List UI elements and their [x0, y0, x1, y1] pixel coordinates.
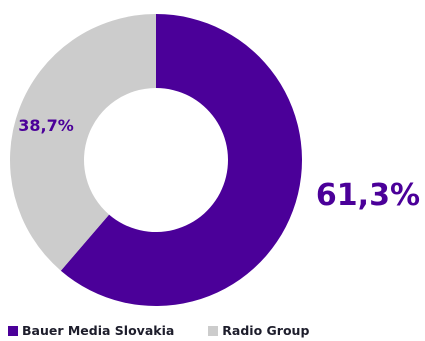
slice-label-bauer-media-slovakia: 61,3% [316, 178, 420, 213]
legend-item-bauer-media-slovakia: Bauer Media Slovakia [8, 323, 174, 338]
legend-item-radio-group: Radio Group [208, 323, 309, 338]
legend-swatch-radio-group [208, 325, 219, 336]
slice-radio-group [10, 14, 157, 271]
legend-label-radio-group: Radio Group [222, 323, 310, 338]
legend-swatch-bauer-media-slovakia [8, 325, 18, 336]
slice-bauer-media-slovakia [60, 14, 302, 306]
slice-label-radio-group: 38,7% [18, 116, 74, 135]
legend: Bauer Media Slovakia Radio Group [8, 323, 343, 338]
legend-label-bauer-media-slovakia: Bauer Media Slovakia [22, 323, 175, 338]
slices-group [10, 14, 302, 306]
